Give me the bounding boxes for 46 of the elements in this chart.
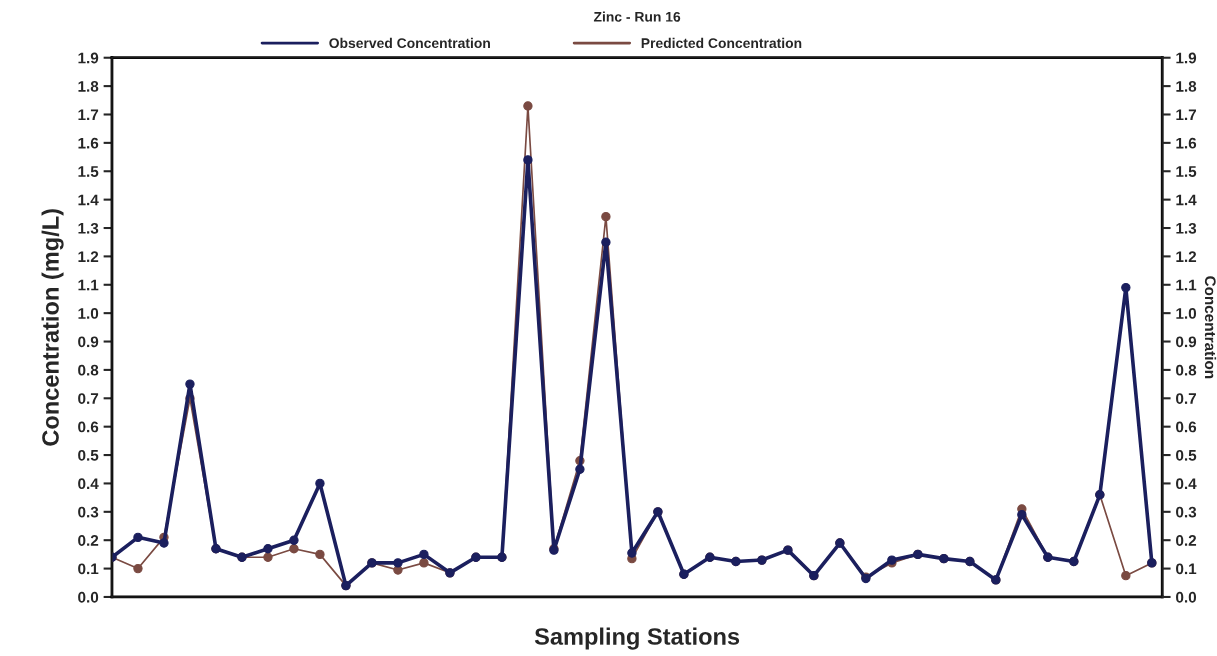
y-tick-label: 1.4 [78,194,99,206]
y-tick-label: 1.5 [78,166,99,177]
y-tick-label: 0.9 [78,336,99,348]
y2-tick-label: 1.6 [1176,137,1197,149]
y2-tick-label: 1.4 [1176,194,1197,206]
y-tick-label: 0.5 [78,449,99,461]
y-tick-label: 0.2 [78,535,99,546]
y2-tick-label: 0.5 [1176,449,1197,461]
y-tick-label: 1.2 [78,251,99,262]
y2-tick-label: 0.8 [1176,364,1197,376]
chart-title: Zinc - Run 16 [593,11,681,22]
y2-tick-label: 0.1 [1176,563,1197,575]
y2-tick-label: 0.9 [1176,336,1197,348]
y2-tick-label: 1.3 [1176,222,1197,234]
y2-tick-label: 0.6 [1176,421,1197,433]
y-tick-label: 0.6 [78,421,99,433]
legend-label: Observed Concentration [329,37,490,49]
y2-axis-title: Concentration [1204,276,1217,379]
y-tick-label: 1.7 [78,109,99,121]
y2-tick-label: 0.7 [1176,393,1196,404]
y-axis-title: Concentration (mg/L) [41,209,64,446]
y2-tick-label: 0.4 [1176,478,1197,490]
y-tick-label: 1.8 [78,80,99,92]
y-tick-label: 0.0 [78,591,99,603]
y-tick-label: 0.8 [78,364,99,376]
y2-tick-label: 1.9 [1176,52,1197,64]
y-tick-label: 1.9 [78,52,99,64]
y-tick-label: 0.4 [78,478,99,490]
y-tick-label: 1.6 [78,137,99,149]
y-tick-label: 0.7 [78,393,99,404]
y2-tick-label: 1.2 [1176,251,1197,262]
y2-tick-label: 0.0 [1176,591,1197,603]
y-tick-label: 1.0 [78,308,99,319]
y-tick-label: 1.3 [78,222,99,234]
y-tick-label: 0.3 [78,506,99,518]
y2-tick-label: 1.8 [1176,80,1197,92]
y2-tick-label: 1.1 [1176,279,1197,291]
y2-tick-label: 1.7 [1176,109,1196,121]
y-tick-label: 0.1 [78,563,99,575]
x-axis-title: Sampling Stations [534,627,740,650]
y2-tick-label: 1.5 [1176,166,1197,177]
y-tick-label: 1.1 [78,279,99,291]
y2-tick-label: 0.3 [1176,506,1197,518]
legend-label: Predicted Concentration [641,37,802,49]
y2-tick-label: 1.0 [1176,308,1197,319]
y2-tick-label: 0.2 [1176,535,1197,546]
